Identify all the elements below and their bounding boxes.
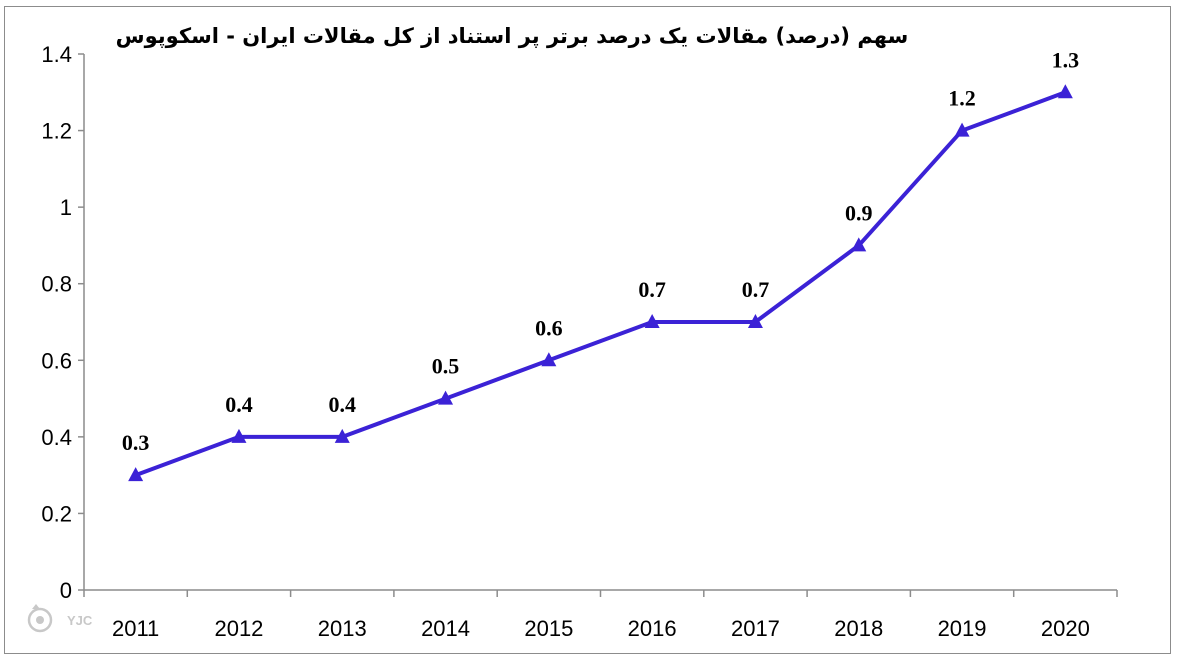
y-tick-label: 0.2 xyxy=(41,501,72,526)
x-tick-label: 2013 xyxy=(318,616,367,641)
y-tick-label: 0.6 xyxy=(41,348,72,373)
x-tick-label: 2018 xyxy=(834,616,883,641)
data-label: 0.7 xyxy=(742,277,770,302)
x-tick-label: 2012 xyxy=(214,616,263,641)
data-point-marker xyxy=(954,122,970,137)
watermark: YJC xyxy=(27,604,93,633)
data-label: 0.6 xyxy=(535,315,563,340)
y-tick-label: 0.4 xyxy=(41,425,72,450)
y-tick-label: 1 xyxy=(60,195,72,220)
yjc-logo-icon xyxy=(27,604,53,633)
x-tick-label: 2015 xyxy=(524,616,573,641)
data-point-marker xyxy=(644,314,660,328)
data-point-marker xyxy=(334,428,350,443)
chart-frame xyxy=(4,6,1171,654)
series-line xyxy=(135,90,1066,477)
data-label: 1.3 xyxy=(1052,47,1080,72)
data-label: 0.4 xyxy=(225,392,253,417)
x-tick-label: 2016 xyxy=(628,616,677,641)
x-tick-label: 2014 xyxy=(421,616,470,641)
axes: 0 0.2 0.4 0.6 0.8 1 1.2 1.4 2011 2012 2013 2014 2015… xyxy=(41,42,1118,641)
chart-title: سهم (درصد) مقالات یک درصد برتر پر استناد… xyxy=(116,24,909,48)
data-label: 0.9 xyxy=(845,200,873,225)
data-point-marker xyxy=(231,428,247,443)
data-label: 0.4 xyxy=(329,392,357,417)
data-point-marker xyxy=(1057,84,1073,99)
series-layer xyxy=(128,84,1073,482)
data-labels: 0.3 0.4 0.4 0.5 0.6 0.7 0.7 0.9 1.2 1.3 xyxy=(122,47,1079,455)
data-point-marker xyxy=(851,237,867,252)
data-label: 0.7 xyxy=(638,277,666,302)
y-tick-label: 0.8 xyxy=(41,272,72,297)
x-tick-label: 2020 xyxy=(1041,616,1090,641)
watermark-text: YJC xyxy=(67,613,93,628)
y-tick-label: 0 xyxy=(60,578,72,603)
data-point-marker xyxy=(438,390,454,405)
data-label: 0.3 xyxy=(122,430,150,455)
x-tick-label: 2017 xyxy=(731,616,780,641)
data-point-marker xyxy=(128,467,144,482)
x-tick-label: 2011 xyxy=(112,616,159,641)
y-tick-label: 1.2 xyxy=(41,119,72,144)
data-label: 0.5 xyxy=(432,354,460,379)
data-label: 1.2 xyxy=(948,86,976,111)
x-tick-label: 2019 xyxy=(938,616,987,641)
y-tick-label: 1.4 xyxy=(41,42,72,67)
data-point-marker xyxy=(541,352,557,367)
data-point-marker xyxy=(747,314,763,328)
